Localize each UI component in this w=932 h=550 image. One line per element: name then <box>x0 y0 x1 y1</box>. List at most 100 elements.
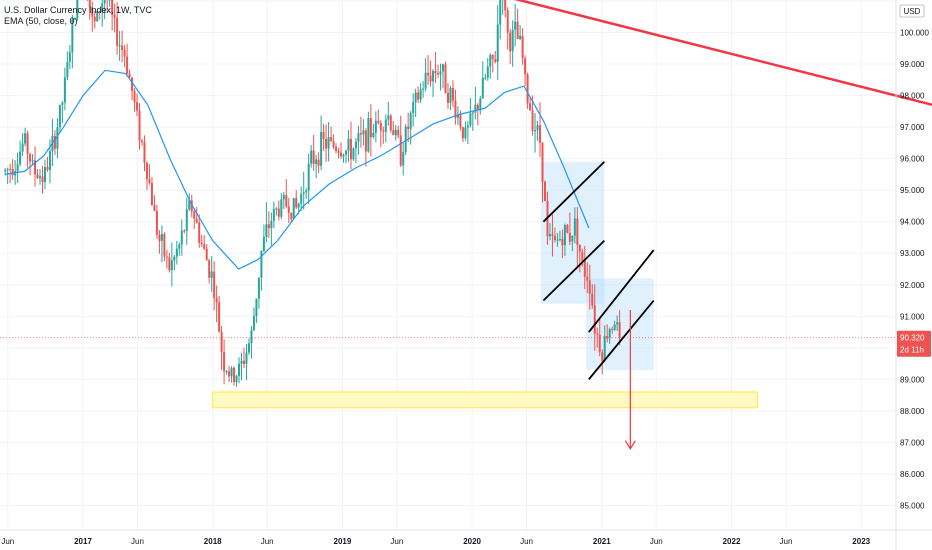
price-axis[interactable]: 100.000 99.000 98.000 97.000 96.000 95.000 94.… <box>895 0 929 550</box>
candle-body <box>521 35 524 59</box>
candle-body <box>34 160 37 175</box>
candle-body <box>325 138 328 149</box>
candle-body <box>141 140 144 143</box>
y-tick-label: 88.000 <box>900 407 925 416</box>
candle-body <box>591 293 594 306</box>
candle-body <box>6 168 9 170</box>
candle-body <box>509 32 512 52</box>
candle-body <box>536 125 539 131</box>
candle-body <box>160 233 163 241</box>
candle-body <box>96 11 99 22</box>
candle-body <box>466 125 469 128</box>
candle-body <box>215 298 218 303</box>
candle-body <box>143 142 146 163</box>
candle-body <box>392 130 395 136</box>
candle-body <box>93 16 96 22</box>
candle-body <box>250 330 253 344</box>
candle-body <box>133 91 136 103</box>
candle-body <box>238 363 241 376</box>
candle-body <box>539 125 542 143</box>
candle-body <box>563 225 566 246</box>
candle-body <box>427 72 430 76</box>
candle-body <box>257 277 260 299</box>
ema-polyline <box>5 69 590 270</box>
y-tick-label: 100.000 <box>900 29 929 38</box>
candle-body <box>24 133 27 144</box>
candle-body <box>188 200 191 210</box>
candle-body <box>344 150 347 155</box>
candle-body <box>285 195 288 207</box>
legend-indicator[interactable]: EMA (50, close, 0) <box>4 16 78 26</box>
candle-body <box>66 61 69 78</box>
candle-body <box>586 276 589 281</box>
candle-body <box>46 167 49 171</box>
candle-body <box>524 58 527 75</box>
channel-boxes <box>540 161 654 370</box>
candle-body <box>389 115 392 131</box>
candle-body <box>384 119 387 132</box>
y-tick-label: 99.000 <box>900 60 925 69</box>
currency-box <box>899 4 925 18</box>
price-tag-countdown: 2d 11h <box>900 346 924 355</box>
arrow-head <box>624 440 636 450</box>
y-tick-label: 89.000 <box>900 375 925 384</box>
y-tick-label: 95.000 <box>900 186 925 195</box>
candle-body <box>272 208 275 221</box>
candle-body <box>469 113 472 126</box>
candle-body <box>113 14 116 18</box>
candle-body <box>596 333 599 335</box>
y-tick-label: 86.000 <box>900 470 925 479</box>
candle-body <box>155 210 158 235</box>
x-tick-label: Jun <box>131 537 144 546</box>
candle-body <box>178 244 181 249</box>
candle-body <box>320 131 323 166</box>
candle-body <box>292 198 295 219</box>
channel-line-2-2 <box>588 299 655 380</box>
candle-body <box>531 110 534 131</box>
candle-body <box>514 21 517 30</box>
candle-body <box>16 164 19 172</box>
channel-line-1-1 <box>542 161 606 223</box>
y-tick-label: 87.000 <box>900 438 925 447</box>
candle-body <box>417 92 420 100</box>
candle-body <box>262 236 265 251</box>
candle-body <box>422 88 425 90</box>
candle-body <box>193 211 196 219</box>
candle-body <box>402 152 405 166</box>
candle-body <box>180 230 183 245</box>
price-tag-value: 90.320 <box>900 334 925 343</box>
candle-body <box>479 98 482 111</box>
candle-body <box>36 174 39 178</box>
candle-body <box>451 88 454 101</box>
candle-body <box>43 167 46 183</box>
candle-body <box>245 352 248 364</box>
candle-body <box>529 103 532 111</box>
candle-body <box>98 11 101 13</box>
candle-body <box>349 138 352 160</box>
candle-body <box>581 251 584 262</box>
time-axis[interactable]: Jun 2017 Jun 2018 Jun 2019 Jun 2020 Jun 2021 Jun 20… <box>0 529 932 546</box>
candle-body <box>103 0 106 4</box>
legend-symbol[interactable]: U.S. Dollar Currency Index, 1W, TVC <box>4 5 152 15</box>
candle-body <box>9 168 12 170</box>
candle-body <box>297 203 300 208</box>
y-tick-label: 91.000 <box>900 312 925 321</box>
candle-body <box>63 77 66 103</box>
candle-body <box>444 64 447 93</box>
candle-body <box>362 130 365 135</box>
candle-body <box>310 150 313 164</box>
candle-body <box>369 118 372 138</box>
candle-body <box>200 242 203 245</box>
candle-body <box>342 154 345 157</box>
candle-body <box>287 206 290 213</box>
candle-body <box>29 153 32 162</box>
x-tick-label: Jun <box>261 537 274 546</box>
down-arrow <box>624 309 636 450</box>
candle-body <box>228 371 231 377</box>
candle-body <box>616 322 619 325</box>
candle-body <box>198 222 201 243</box>
candle-body <box>437 73 440 75</box>
candle-body <box>252 316 255 331</box>
candle-body <box>352 148 355 160</box>
